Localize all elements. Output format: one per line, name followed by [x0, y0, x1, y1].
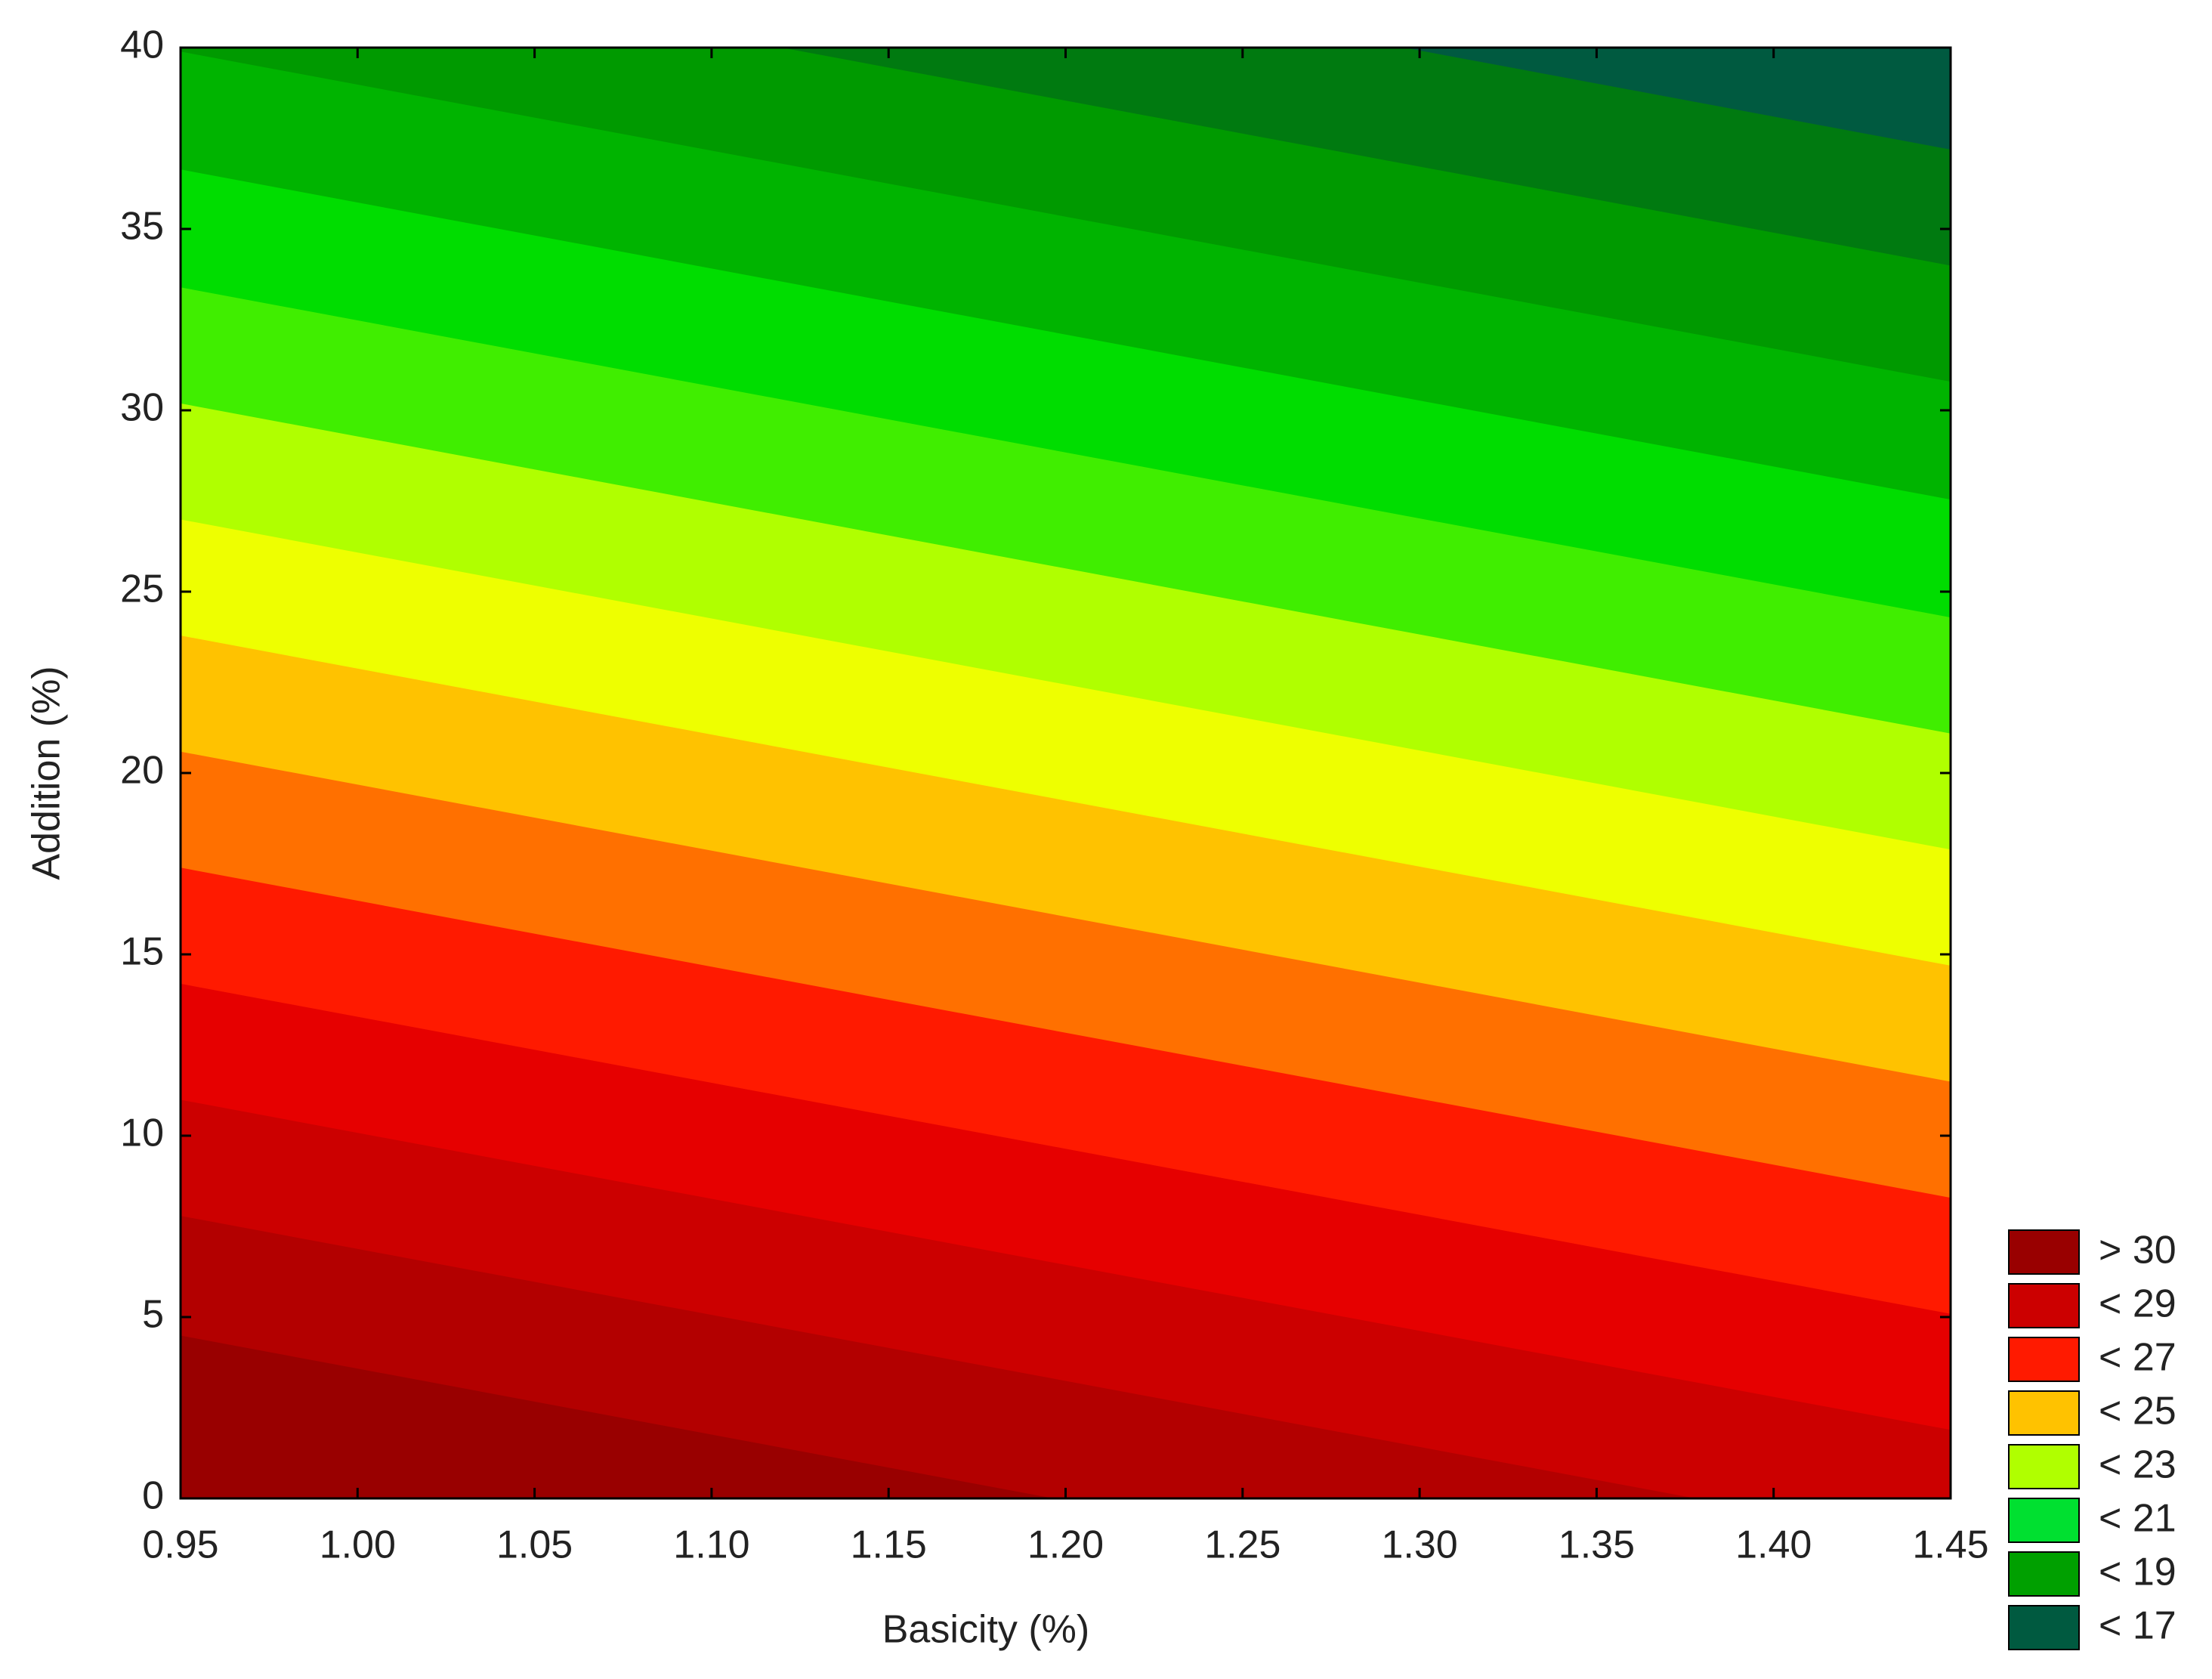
- x-tick-label: 1.35: [1559, 1523, 1635, 1567]
- x-tick-label: 1.30: [1381, 1523, 1457, 1567]
- legend-label: < 23: [2099, 1443, 2176, 1487]
- x-tick-label: 1.45: [1912, 1523, 1988, 1567]
- contour-band: [181, 402, 1951, 850]
- contour-band: [781, 48, 1951, 266]
- legend-label: < 27: [2099, 1336, 2176, 1380]
- contour-band: [181, 51, 1951, 500]
- contour-band: [181, 1099, 1951, 1498]
- x-tick-label: 1.00: [320, 1523, 396, 1567]
- x-axis-label: Basicity (%): [882, 1608, 1089, 1652]
- x-tick-label: 1.15: [851, 1523, 927, 1567]
- legend-label: > 30: [2099, 1229, 2176, 1272]
- legend-swatch: [2008, 1229, 2080, 1275]
- legend-swatch: [2008, 1498, 2080, 1543]
- legend-label: < 19: [2099, 1551, 2176, 1594]
- y-axis-label: Addition (%): [25, 666, 69, 880]
- y-tick-label: 20: [120, 749, 164, 793]
- y-tick-label: 30: [120, 386, 164, 430]
- y-tick-label: 35: [120, 205, 164, 249]
- y-tick-label: 0: [142, 1474, 164, 1518]
- legend-swatch: [2008, 1283, 2080, 1328]
- contour-band: [181, 750, 1951, 1198]
- contour-band: [181, 48, 1951, 382]
- legend-label: < 29: [2099, 1282, 2176, 1326]
- y-tick-label: 15: [120, 930, 164, 974]
- contour-band: [181, 169, 1951, 618]
- legend-label: < 25: [2099, 1390, 2176, 1433]
- x-tick-label: 1.05: [496, 1523, 573, 1567]
- contour-band: [181, 286, 1951, 734]
- y-tick-label: 25: [120, 567, 164, 611]
- contour-band: [181, 867, 1951, 1314]
- x-tick-label: 1.40: [1735, 1523, 1812, 1567]
- x-tick-label: 1.25: [1204, 1523, 1281, 1567]
- contour-band: [1404, 48, 1951, 150]
- contour-area: [181, 48, 1951, 1498]
- contour-band: [181, 518, 1951, 966]
- y-tick-label: 10: [120, 1112, 164, 1155]
- legend-swatch: [2008, 1551, 2080, 1597]
- legend-swatch: [2008, 1444, 2080, 1489]
- x-tick-label: 1.10: [673, 1523, 749, 1567]
- y-tick-label: 40: [120, 23, 164, 67]
- legend-swatch: [2008, 1390, 2080, 1436]
- contour-band: [181, 635, 1951, 1082]
- x-tick-label: 1.20: [1027, 1523, 1104, 1567]
- x-tick-label: 0.95: [142, 1523, 218, 1567]
- y-tick-label: 5: [142, 1293, 164, 1337]
- contour-band: [181, 982, 1951, 1430]
- legend-label: < 21: [2099, 1497, 2176, 1541]
- legend-swatch: [2008, 1605, 2080, 1650]
- legend-swatch: [2008, 1337, 2080, 1382]
- legend-label: < 17: [2099, 1604, 2176, 1648]
